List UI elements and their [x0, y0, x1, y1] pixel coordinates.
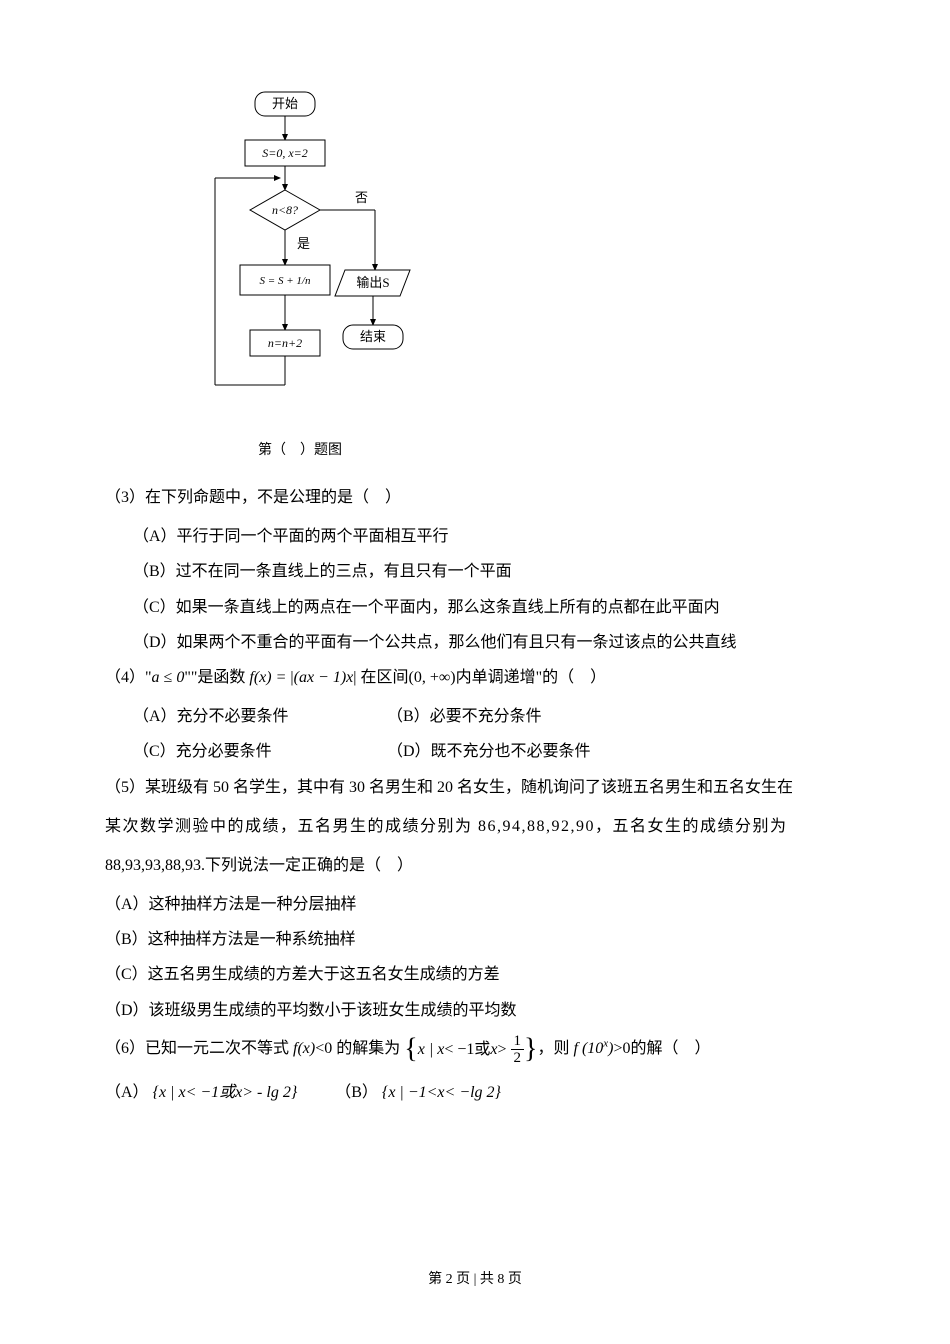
q3-opt-d: （D）如果两个不重合的平面有一个公共点，那么他们有且只有一条过该点的公共直线 — [133, 625, 845, 660]
q4-row2: （C）充分必要条件 （D）既不充分也不必要条件 — [133, 734, 845, 769]
brace-close-icon: } — [524, 1033, 537, 1064]
q3-opt-a: （A）平行于同一个平面的两个平面相互平行 — [133, 519, 845, 554]
flow-cond-text: n<8? — [272, 203, 298, 217]
flowchart-svg: 开始 S=0, x=2 n<8? 否 输出S 结束 是 S = S + 1/n … — [185, 90, 415, 430]
q4-stem: （4）"a ≤ 0""是函数 f(x) = |(ax − 1)x| 在区间(0,… — [105, 660, 845, 695]
frac-top: 1 — [511, 1033, 525, 1051]
flowchart-caption: 第（ ）题图 — [185, 436, 415, 467]
q6-fraction: 12 — [511, 1033, 525, 1067]
q6-opt-b-label: （B） — [335, 1084, 378, 1101]
q4-opt-d: （D）既不充分也不必要条件 — [387, 743, 591, 760]
q6-set-or: 或 — [474, 1041, 490, 1058]
q5-opt-c: （C）这五名男生成绩的方差大于这五名女生成绩的方差 — [105, 957, 845, 992]
q4-mid: ""是函数 — [184, 669, 249, 686]
flow-init-text: S=0, x=2 — [262, 146, 308, 160]
flow-update-n-text: n=n+2 — [268, 336, 302, 350]
brace-open-icon: { — [404, 1033, 417, 1064]
q6-set: {x | x< −1或x> 12} — [404, 1028, 537, 1070]
q6-set-x2: x — [490, 1041, 497, 1058]
frac-bot: 2 — [511, 1050, 525, 1067]
flow-end-text: 结束 — [360, 329, 386, 344]
q6-options: （A） {x | x< −1或x> - lg 2} （B） {x | −1<x<… — [105, 1074, 845, 1112]
q6-suffix: 的解（ ） — [631, 1040, 711, 1057]
q4-opt-c: （C）充分必要条件 — [133, 734, 383, 769]
flow-start-text: 开始 — [272, 96, 298, 111]
q3-stem: （3）在下列命题中，不是公理的是（ ） — [105, 480, 845, 515]
q4-opt-a: （A）充分不必要条件 — [133, 699, 383, 734]
flow-output-text: 输出S — [356, 275, 389, 290]
q3-opt-b: （B）过不在同一条直线上的三点，有且只有一个平面 — [133, 554, 845, 589]
q3-opt-c: （C）如果一条直线上的两点在一个平面内，那么这条直线上所有的点都在此平面内 — [133, 590, 845, 625]
q6-opt-a-label: （A） — [105, 1084, 149, 1101]
q5-line2: 某次数学测验中的成绩，五名男生的成绩分别为 86,94,88,92,90，五名女… — [105, 809, 845, 844]
q5-opt-b: （B）这种抽样方法是一种系统抽样 — [105, 922, 845, 957]
q4-mid2: 在区间 — [356, 669, 408, 686]
q4-abs-inner: (ax − 1)x — [294, 669, 354, 686]
q4-suffix: 内单调递增"的（ ） — [456, 669, 607, 686]
q6-set-pre: x | x — [418, 1041, 445, 1058]
q4-row1: （A）充分不必要条件 （B）必要不充分条件 — [133, 699, 845, 734]
q6-set-lt: < −1 — [444, 1041, 474, 1058]
q6-opt-a-set: {x | x< −1或x> - lg 2} — [153, 1084, 298, 1101]
q6-set-gt: > — [498, 1041, 507, 1058]
q6-opt-b-set: {x | −1<x< −lg 2} — [382, 1084, 501, 1101]
q5-line3: 88,93,93,88,93.下列说法一定正确的是（ ） — [105, 848, 845, 883]
q6-gt0: >0 — [614, 1040, 631, 1057]
flowchart-figure: 开始 S=0, x=2 n<8? 否 输出S 结束 是 S = S + 1/n … — [185, 90, 415, 460]
q5-opt-a: （A）这种抽样方法是一种分层抽样 — [105, 887, 845, 922]
page-footer: 第 2 页 | 共 8 页 — [0, 1265, 950, 1296]
q4-cond: a ≤ 0 — [152, 669, 185, 686]
q4-func-lhs: f(x) = — [249, 669, 290, 686]
q6-fx: f(x) — [293, 1040, 315, 1057]
q6-stem: （6）已知一元二次不等式 f(x)<0 的解集为 {x | x< −1或x> 1… — [105, 1028, 845, 1070]
flow-no-label: 否 — [355, 190, 368, 205]
q5-opt-d: （D）该班级男生成绩的平均数小于该班女生成绩的平均数 — [105, 993, 845, 1028]
q4-prefix: （4）" — [105, 669, 152, 686]
q4-opt-b: （B）必要不充分条件 — [387, 708, 542, 725]
q6-prefix: （6）已知一元二次不等式 — [105, 1040, 293, 1057]
q4-interval: (0, +∞) — [408, 669, 455, 686]
q6-mid2: ，则 — [537, 1040, 573, 1057]
q6-mid1: 的解集为 — [332, 1040, 400, 1057]
q6-lt0: <0 — [315, 1040, 332, 1057]
q6-f10x: f (10 — [574, 1040, 604, 1057]
q5-line1: （5）某班级有 50 名学生，其中有 30 名男生和 20 名女生，随机询问了该… — [105, 770, 845, 805]
flow-update-s-text: S = S + 1/n — [260, 275, 311, 287]
flow-yes-label: 是 — [297, 236, 310, 251]
